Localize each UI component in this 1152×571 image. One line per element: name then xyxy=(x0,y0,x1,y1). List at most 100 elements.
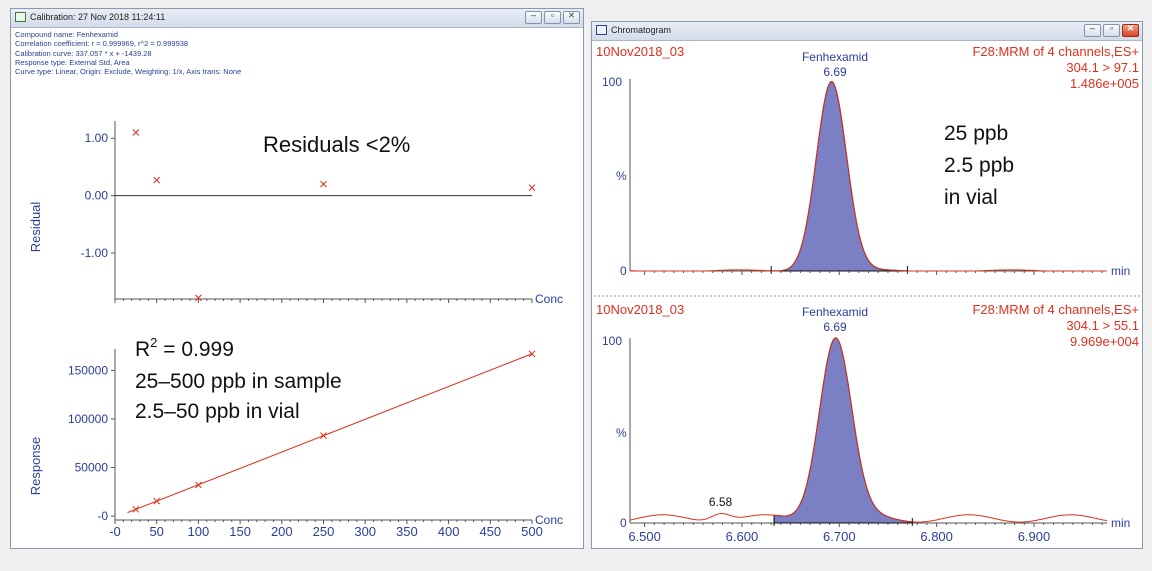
residual-point xyxy=(320,180,327,188)
residual-plot: Residual Conc Residuals <2% 1.00 0.00 -1.0… xyxy=(28,121,563,306)
close-icon: ✕ xyxy=(1126,23,1135,33)
bottom-peak-rt: 6.69 xyxy=(823,320,847,334)
r-superscript: 2 xyxy=(150,335,157,350)
calibration-info: Compound name: Fenhexamid Correlation co… xyxy=(15,30,241,76)
chromatogram-window: Chromatogram – ▫ ✕ 10Nov2018_03 F28:MRM … xyxy=(591,21,1143,549)
chromatogram-app-icon xyxy=(596,25,607,35)
response-ylabel: Response xyxy=(28,437,43,496)
bottom-trace xyxy=(629,337,1108,523)
bottom-xtick-label: 6.800 xyxy=(920,529,953,544)
bottom-ytick-100: 100 xyxy=(602,334,622,348)
info-curve: Calibration curve: 337.057 * x + -1439.2… xyxy=(15,48,152,58)
response-xtick-label: -0 xyxy=(109,524,121,539)
top-channel: F28:MRM of 4 channels,ES+ xyxy=(972,44,1139,59)
response-xtick-label: 250 xyxy=(313,524,335,539)
residual-point xyxy=(153,176,161,184)
r-value: = 0.999 xyxy=(157,338,233,361)
response-ytick-label: 100000 xyxy=(68,412,108,426)
maximize-icon: ▫ xyxy=(550,10,555,20)
maximize-icon: ▫ xyxy=(1109,23,1114,33)
residual-ytick-label: 0.00 xyxy=(85,189,109,203)
residual-point xyxy=(528,184,536,191)
chromatogram-titlebar[interactable]: Chromatogram – ▫ ✕ xyxy=(592,22,1142,41)
response-xtick-label: 100 xyxy=(188,524,210,539)
bottom-ytick-percent: % xyxy=(616,426,627,440)
response-point-b xyxy=(320,432,327,440)
bottom-xtick-label: 6.900 xyxy=(1018,529,1051,544)
residual-annotation: Residuals <2% xyxy=(263,132,410,157)
bottom-channel: F28:MRM of 4 channels,ES+ xyxy=(972,302,1139,317)
bottom-xlabel: min xyxy=(1111,516,1130,530)
r-squared-annotation: R2 = 0.999 xyxy=(135,335,234,361)
residual-point-b xyxy=(195,294,202,302)
response-point xyxy=(153,497,161,505)
chrom-minimize-button[interactable]: – xyxy=(1084,23,1101,37)
response-ytick-label: -0 xyxy=(97,509,108,523)
top-trace xyxy=(629,81,1107,272)
minimize-icon: – xyxy=(1089,23,1095,33)
calibration-window: Calibration: 27 Nov 2018 11:24:11 – ▫ ⨯ … xyxy=(10,8,584,549)
chrom-close-button[interactable]: ✕ xyxy=(1122,23,1139,37)
minimize-button[interactable]: – xyxy=(525,10,542,24)
residual-point-b xyxy=(528,184,536,191)
response-xtick-label: 150 xyxy=(229,524,251,539)
info-curve-type: Curve type: Linear, Origin: Exclude, Wei… xyxy=(15,67,242,77)
residual-point-b xyxy=(132,129,140,136)
top-sample-name: 10Nov2018_03 xyxy=(596,44,684,59)
chromatogram-bottom-panel: 10Nov2018_03 F28:MRM of 4 channels,ES+ 3… xyxy=(596,302,1139,544)
top-peak-area xyxy=(770,80,908,272)
bottom-transition: 304.1 > 55.1 xyxy=(1066,318,1139,333)
response-xtick-label: 200 xyxy=(271,524,293,539)
response-point xyxy=(132,505,140,513)
top-ytick-percent: % xyxy=(616,169,627,183)
calibration-title: Calibration: 27 Nov 2018 11:24:11 xyxy=(30,12,166,22)
vial-conc-line1: 25 ppb xyxy=(944,122,1008,145)
residual-point xyxy=(132,129,140,136)
sample-range-annotation: 25–500 ppb in sample xyxy=(135,370,342,393)
minimize-icon: – xyxy=(530,10,536,20)
response-xtick-label: 450 xyxy=(479,524,501,539)
top-xlabel: min xyxy=(1111,264,1130,278)
bottom-sample-name: 10Nov2018_03 xyxy=(596,302,684,317)
top-intensity: 1.486e+005 xyxy=(1070,76,1139,91)
response-point xyxy=(528,350,536,358)
maximize-button[interactable]: ▫ xyxy=(544,10,561,24)
top-ytick-100: 100 xyxy=(602,75,622,89)
chromatogram-plots: 10Nov2018_03 F28:MRM of 4 channels,ES+ 3… xyxy=(594,44,1142,544)
response-xlabel: Conc xyxy=(535,513,563,527)
bottom-peak-area xyxy=(773,337,913,524)
top-peak-name: Fenhexamid xyxy=(802,50,868,64)
info-response-type: Response type: External Std, Area xyxy=(15,57,130,67)
close-button[interactable]: ⨯ xyxy=(563,10,580,24)
bottom-peak-name: Fenhexamid xyxy=(802,305,868,319)
response-plot: Response Conc R2 = 0.999 25–500 ppb in s… xyxy=(28,335,563,539)
chromatogram-top-panel: 10Nov2018_03 F28:MRM of 4 channels,ES+ 3… xyxy=(596,44,1139,278)
bottom-xtick-label: 6.500 xyxy=(628,529,661,544)
top-transition: 304.1 > 97.1 xyxy=(1066,60,1139,75)
top-peak-rt: 6.69 xyxy=(823,65,847,79)
residual-point-b xyxy=(153,176,161,184)
vial-range-annotation: 2.5–50 ppb in vial xyxy=(135,400,300,423)
bottom-intensity: 9.969e+004 xyxy=(1070,334,1139,349)
response-point-b xyxy=(528,350,536,358)
vial-conc-line3: in vial xyxy=(944,186,998,209)
residual-point xyxy=(195,294,202,302)
response-ytick-label: 150000 xyxy=(68,363,108,377)
residual-ytick-label: -1.00 xyxy=(81,246,109,260)
calibration-titlebar[interactable]: Calibration: 27 Nov 2018 11:24:11 – ▫ ⨯ xyxy=(11,9,583,28)
response-fit-line xyxy=(127,353,533,514)
bottom-minor-peak-label: 6.58 xyxy=(709,495,733,509)
response-xtick-label: 400 xyxy=(438,524,460,539)
calibration-plots: Residual Conc Residuals <2% 1.00 0.00 -1.0… xyxy=(28,121,563,539)
chrom-maximize-button[interactable]: ▫ xyxy=(1103,23,1120,37)
residual-xlabel: Conc xyxy=(535,292,563,306)
response-point xyxy=(195,481,202,489)
response-xtick-label: 350 xyxy=(396,524,418,539)
close-icon: ⨯ xyxy=(567,10,576,20)
bottom-ytick-0: 0 xyxy=(620,516,627,530)
residual-ytick-label: 1.00 xyxy=(85,131,109,145)
bottom-xtick-label: 6.700 xyxy=(823,529,856,544)
chromatogram-title: Chromatogram xyxy=(611,25,672,35)
info-compound: Compound name: Fenhexamid xyxy=(15,30,118,39)
top-ytick-0: 0 xyxy=(620,264,627,278)
